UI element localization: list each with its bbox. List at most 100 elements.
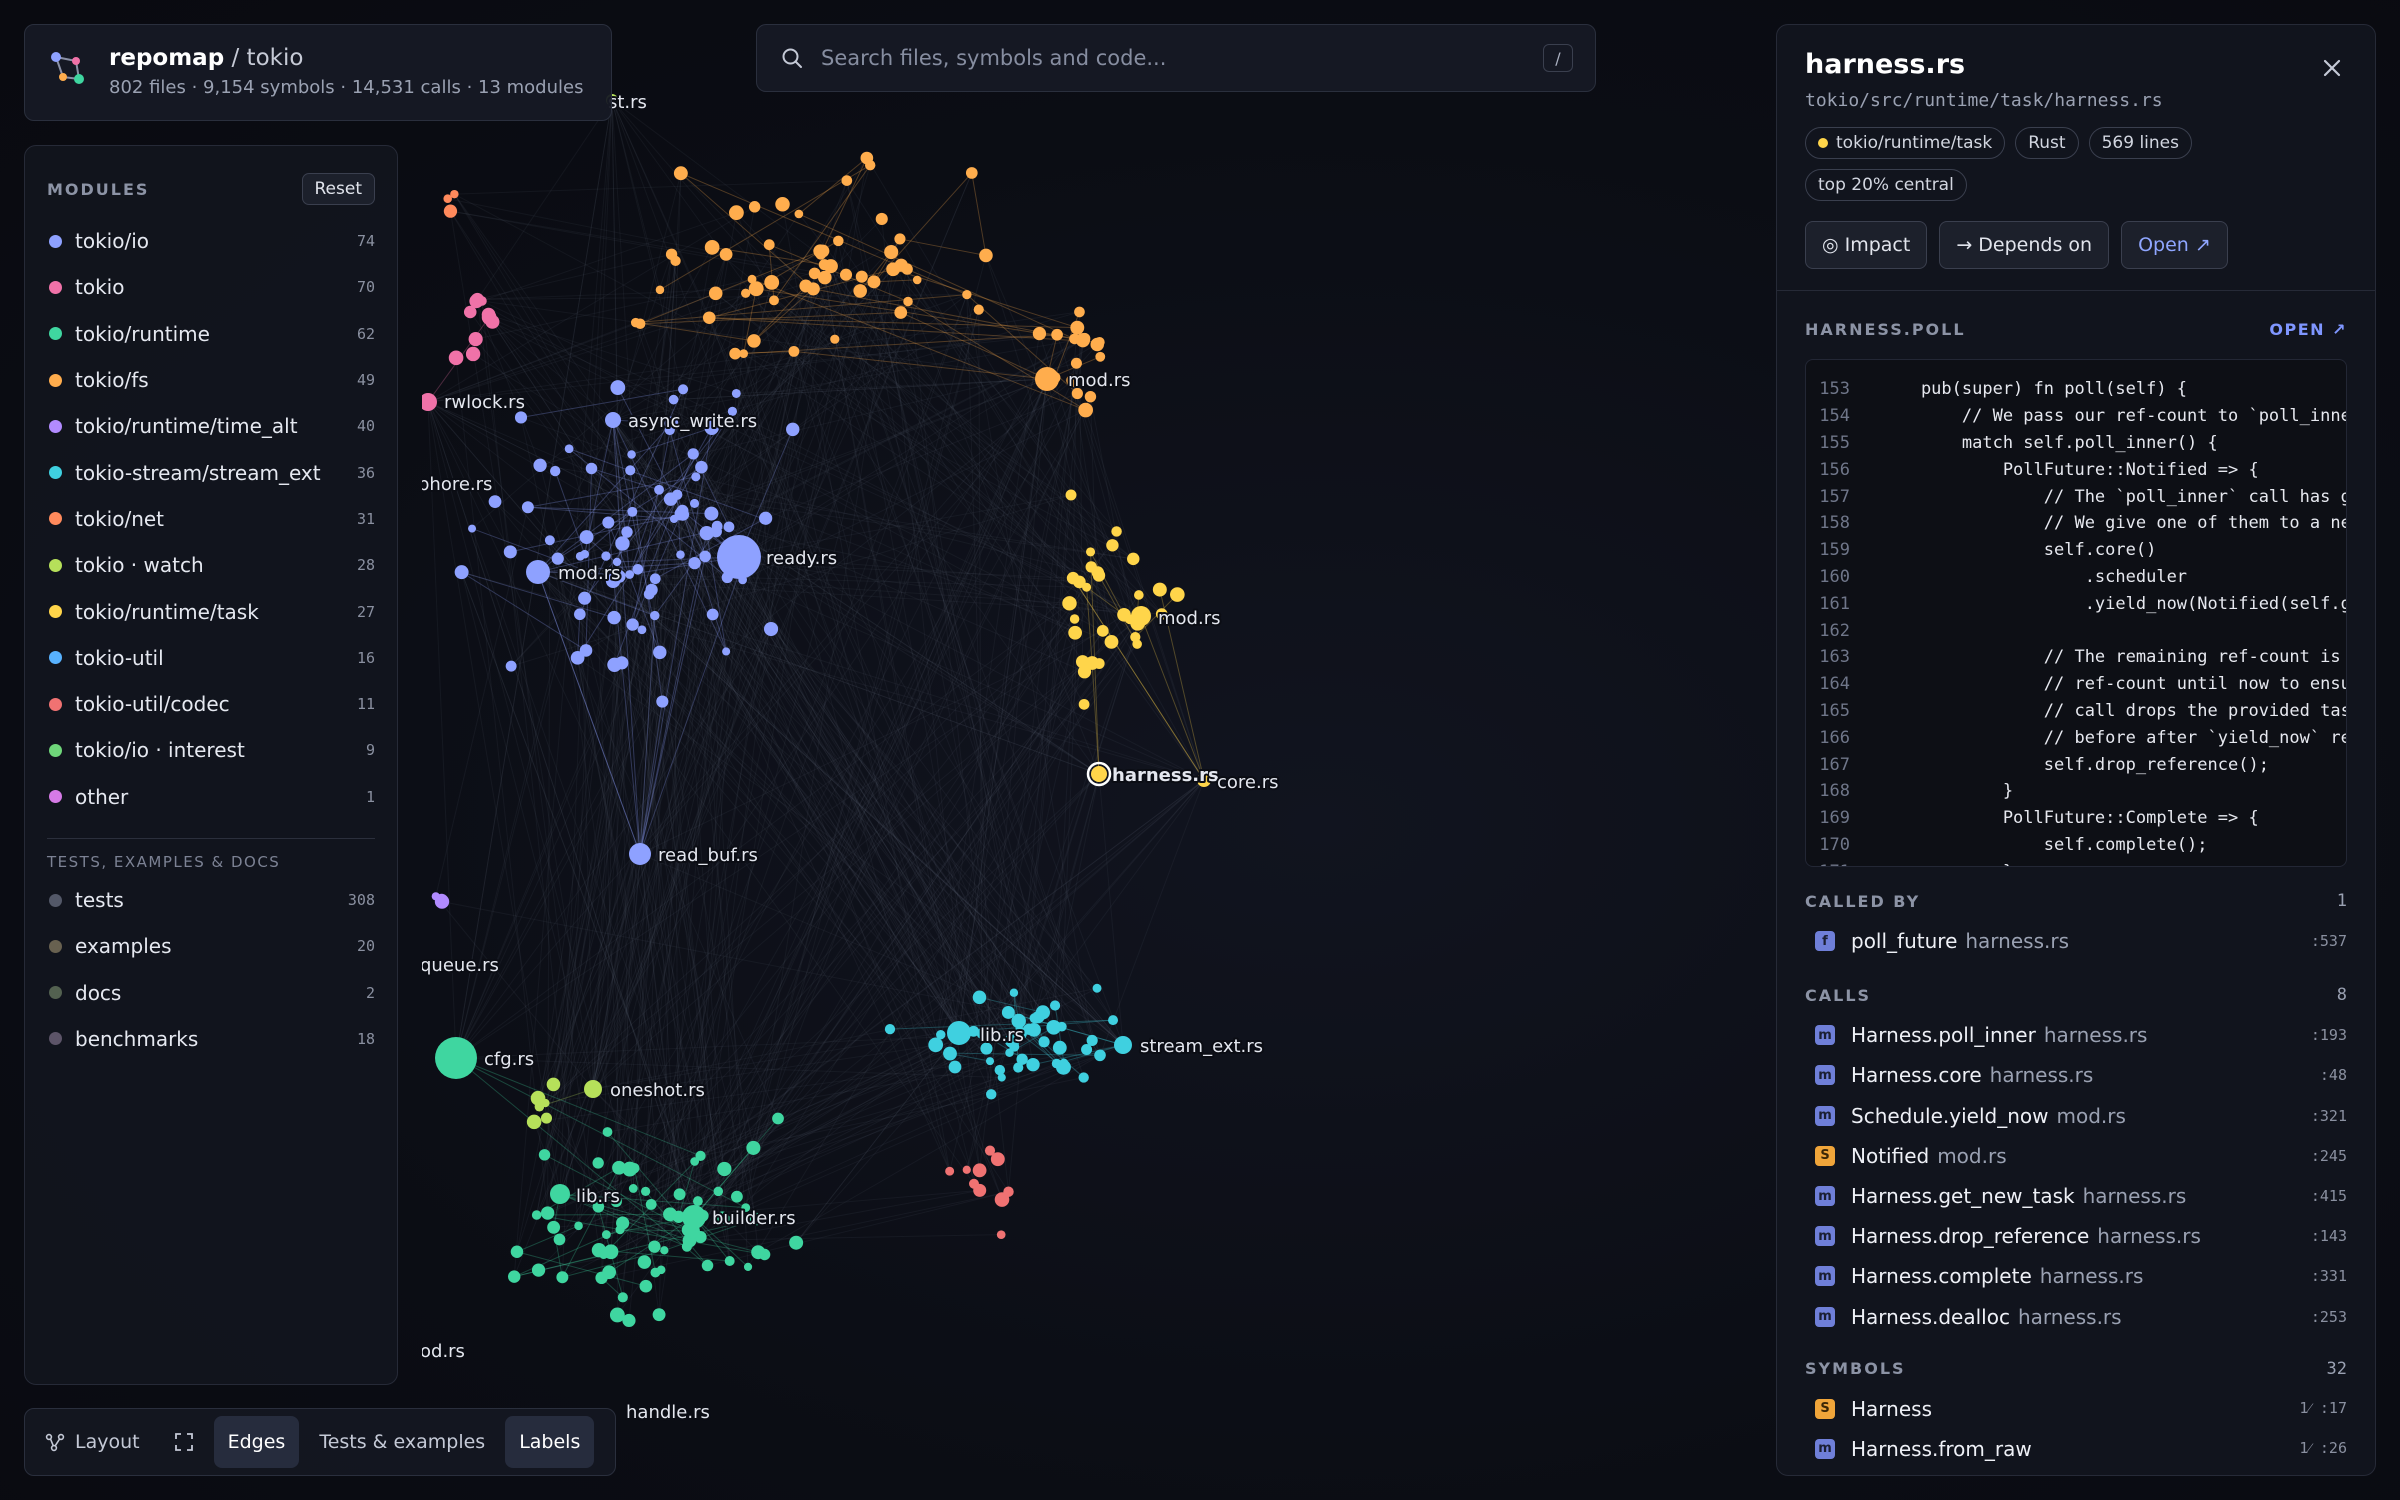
graph-node[interactable] [540, 1112, 553, 1124]
graph-node[interactable] [533, 458, 547, 472]
graph-node[interactable] [1091, 566, 1105, 579]
graph-node[interactable] [711, 520, 723, 532]
graph-node[interactable] [672, 489, 683, 500]
symbol-ref-row[interactable]: S Harness 1⁄ :17 [1777, 1389, 2375, 1429]
graph-node[interactable] [431, 892, 440, 901]
graph-node[interactable] [673, 1188, 686, 1201]
graph-node[interactable] [625, 465, 636, 476]
fullscreen-button[interactable] [160, 1416, 208, 1468]
graph-node[interactable] [751, 1245, 766, 1260]
graph-node[interactable] [1095, 351, 1106, 362]
graph-node[interactable] [699, 550, 711, 563]
graph-node[interactable] [682, 1205, 706, 1229]
graph-node[interactable] [654, 484, 664, 495]
graph-node[interactable] [669, 514, 679, 524]
graph-node[interactable] [720, 1214, 731, 1225]
graph-node[interactable] [817, 270, 832, 285]
graph-node[interactable] [547, 1220, 561, 1234]
graph-node[interactable] [833, 235, 844, 247]
graph-node[interactable] [746, 1140, 761, 1155]
graph-node[interactable] [979, 248, 993, 263]
graph-node[interactable] [637, 1255, 652, 1269]
graph-node[interactable] [505, 660, 517, 672]
graph-node[interactable] [627, 450, 636, 459]
graph-node[interactable] [704, 506, 719, 521]
symbol-ref-row[interactable]: m Harness.complete harness.rs:331 [1777, 1256, 2375, 1296]
symbol-ref-row[interactable]: m Harness.dealloc harness.rs:253 [1777, 1297, 2375, 1337]
graph-node[interactable] [701, 1259, 714, 1272]
graph-node[interactable] [731, 388, 741, 398]
symbol-ref-row[interactable]: m Harness.drop_reference harness.rs:143 [1777, 1216, 2375, 1256]
graph-node[interactable] [855, 270, 868, 283]
graph-node[interactable] [741, 1203, 751, 1212]
graph-node[interactable] [945, 1166, 955, 1176]
graph-node[interactable] [692, 1196, 703, 1207]
graph-node[interactable] [1051, 328, 1063, 341]
graph-node[interactable] [643, 588, 655, 600]
graph-node[interactable] [556, 1271, 569, 1284]
graph-node[interactable] [550, 465, 561, 477]
graph-node[interactable] [763, 239, 775, 251]
graph-node[interactable] [553, 1233, 566, 1246]
graph-node[interactable] [704, 420, 719, 436]
graph-node[interactable] [630, 317, 641, 328]
graph-node[interactable] [1065, 489, 1077, 501]
graph-node[interactable] [727, 406, 738, 416]
graph-node[interactable] [1035, 1005, 1050, 1020]
graph-node[interactable] [650, 1267, 661, 1278]
graph-node[interactable] [645, 1198, 657, 1210]
graph-node[interactable] [747, 274, 757, 284]
graph-node[interactable] [799, 279, 813, 293]
graph-node[interactable] [1062, 596, 1077, 611]
graph-node[interactable] [775, 197, 790, 212]
graph-node[interactable] [1094, 1049, 1106, 1061]
graph-node[interactable] [1074, 306, 1085, 318]
graph-node[interactable] [443, 204, 458, 218]
graph-node[interactable] [579, 644, 593, 657]
graph-node[interactable] [729, 205, 744, 221]
graph-node[interactable] [575, 551, 585, 561]
graph-node[interactable] [772, 1112, 784, 1125]
graph-node[interactable] [621, 526, 633, 538]
graph-node[interactable] [789, 1235, 804, 1250]
graph-node[interactable] [903, 296, 913, 307]
graph-node[interactable] [538, 1149, 551, 1161]
module-item[interactable]: tokio/io · interest 9 [47, 727, 375, 773]
graph-node[interactable] [759, 514, 770, 525]
module-item[interactable]: tokio/runtime/time_alt 40 [47, 403, 375, 449]
graph-node[interactable] [626, 618, 639, 631]
graph-node[interactable] [708, 286, 723, 301]
graph-node[interactable] [943, 1046, 957, 1060]
graph-node[interactable] [688, 556, 701, 570]
graph-node[interactable] [656, 695, 669, 708]
graph-node[interactable] [1016, 1053, 1028, 1065]
graph-node[interactable] [984, 1145, 996, 1156]
graph-node[interactable] [664, 416, 679, 431]
graph-node[interactable] [1085, 547, 1096, 557]
graph-node[interactable] [629, 843, 651, 865]
graph-node[interactable] [912, 275, 922, 285]
graph-node[interactable] [584, 1080, 602, 1098]
graph-node[interactable] [1108, 1015, 1119, 1026]
graph-node[interactable] [1155, 608, 1168, 620]
graph-node[interactable] [610, 1195, 622, 1208]
graph-node[interactable] [610, 380, 626, 395]
symbol-ref-row[interactable]: m Harness.poll_inner harness.rs:193 [1777, 1015, 2375, 1055]
graph-node[interactable] [1085, 656, 1100, 670]
graph-node[interactable] [602, 516, 615, 529]
impact-button[interactable]: ◎ Impact [1805, 221, 1928, 269]
graph-node[interactable] [612, 1160, 626, 1175]
graph-node[interactable] [435, 1037, 477, 1079]
graph-node[interactable] [724, 1256, 735, 1267]
graph-node[interactable] [808, 267, 821, 280]
graph-node[interactable] [1170, 587, 1185, 602]
search-input[interactable] [821, 46, 1543, 70]
graph-node[interactable] [609, 1307, 625, 1323]
graph-node[interactable] [612, 557, 622, 567]
graph-node[interactable] [546, 1077, 561, 1092]
graph-node[interactable] [928, 1037, 944, 1053]
open-function-link[interactable]: OPEN ↗ [2269, 319, 2347, 339]
graph-node[interactable] [578, 591, 592, 605]
graph-node[interactable] [749, 1212, 763, 1226]
graph-node[interactable] [540, 1206, 555, 1220]
